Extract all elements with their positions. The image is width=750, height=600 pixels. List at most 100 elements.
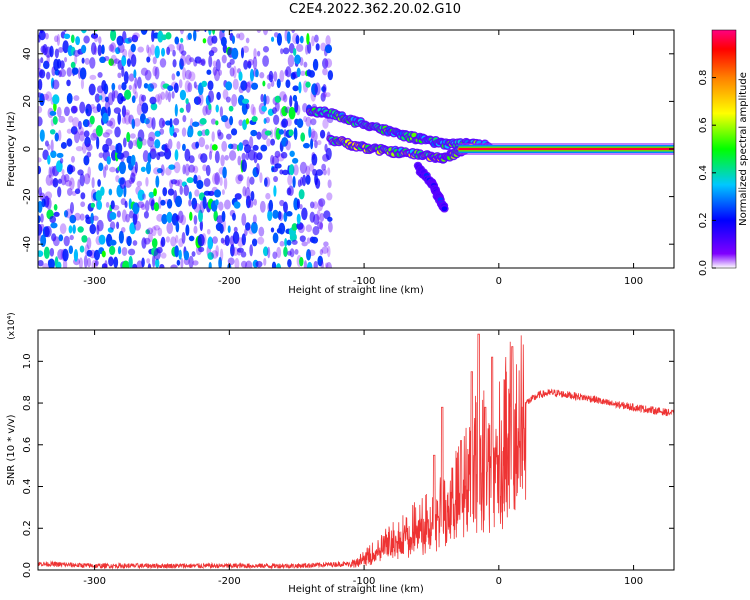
noise-blob (98, 36, 102, 45)
noise-blob (285, 140, 291, 151)
noise-blob (240, 260, 248, 268)
noise-blob (256, 162, 260, 175)
noise-blob (57, 129, 62, 142)
noise-blob (292, 94, 298, 102)
noise-blob (327, 245, 331, 258)
noise-blob (83, 35, 90, 44)
noise-blob (268, 70, 274, 83)
noise-blob (188, 199, 192, 207)
noise-blob (57, 47, 64, 53)
noise-blob (147, 136, 155, 148)
noise-blob (219, 223, 224, 234)
noise-blob (274, 163, 282, 169)
noise-blob (78, 21, 83, 28)
noise-blob (44, 32, 49, 40)
noise-blob (149, 96, 157, 105)
y-tick-label: 0.8 (22, 395, 33, 411)
noise-blob (308, 126, 312, 138)
noise-blob (208, 150, 213, 161)
noise-blob (327, 167, 331, 176)
noise-blob (251, 238, 258, 247)
noise-blob (124, 37, 132, 44)
noise-blob (325, 262, 333, 268)
noise-blob (230, 128, 238, 136)
noise-blob (305, 165, 311, 177)
noise-blob (282, 169, 289, 176)
noise-blob (162, 187, 168, 197)
noise-blob (321, 163, 327, 171)
noise-blob (293, 47, 297, 56)
noise-blob (60, 141, 67, 149)
spectrogram-marks (38, 19, 674, 268)
noise-blob (46, 21, 51, 30)
noise-blob (207, 190, 215, 197)
noise-blob (62, 40, 69, 54)
noise-blob (89, 115, 95, 125)
snr-marks (38, 333, 674, 570)
noise-blob (68, 165, 76, 173)
noise-blob (242, 45, 249, 53)
noise-blob (193, 203, 201, 213)
noise-blob (156, 30, 160, 31)
colorbar-ticks: 0.0 0.2 0.4 0.6 0.8 (698, 70, 716, 276)
noise-blob (212, 236, 218, 244)
noise-blob (207, 236, 214, 250)
noise-blob (184, 163, 190, 176)
noise-blob (241, 152, 246, 162)
noise-blob (59, 157, 64, 164)
noise-blob (126, 235, 132, 247)
noise-blob (195, 141, 200, 149)
noise-blob (324, 58, 333, 68)
noise-blob (173, 128, 180, 134)
noise-blob (144, 200, 150, 212)
noise-blob (108, 44, 115, 52)
spectrogram-ylabel: Frequency (Hz) (6, 111, 17, 187)
noise-blob (49, 215, 57, 224)
noise-blob (116, 35, 124, 46)
noise-blob (160, 236, 166, 247)
noise-blob (184, 80, 191, 93)
noise-blob (38, 165, 42, 175)
noise-blob (105, 201, 110, 208)
colorbar-gradient (712, 30, 736, 268)
noise-blob (146, 258, 151, 264)
noise-blob (56, 261, 62, 268)
noise-blob (112, 204, 120, 211)
noise-blob (199, 19, 205, 29)
noise-blob (211, 144, 218, 151)
noise-blob (170, 179, 178, 185)
noise-blob (202, 38, 207, 44)
noise-blob (175, 221, 180, 233)
noise-blob (174, 103, 178, 117)
noise-blob (323, 210, 331, 220)
noise-blob (264, 176, 271, 188)
noise-blob (133, 118, 141, 127)
noise-blob (185, 98, 189, 105)
noise-blob (207, 80, 214, 91)
x-tick-label: 100 (624, 276, 643, 287)
noise-blob (278, 129, 284, 135)
noise-blob (93, 34, 99, 43)
noise-blob (274, 19, 277, 28)
noise-blob (303, 61, 308, 68)
noise-blob (132, 139, 137, 147)
noise-blob (249, 68, 255, 82)
noise-blob (134, 220, 142, 231)
noise-blob (297, 223, 305, 234)
noise-blob (267, 82, 271, 90)
noise-blob (301, 241, 308, 247)
noise-blob (110, 42, 117, 53)
noise-blob (134, 77, 138, 89)
noise-blob (146, 56, 151, 63)
x-tick-label: -300 (83, 576, 106, 587)
noise-blob (262, 46, 270, 53)
noise-blob (171, 20, 176, 29)
noise-blob (286, 239, 292, 246)
noise-blob (70, 126, 78, 135)
noise-blob (110, 200, 115, 210)
noise-blob (200, 153, 208, 164)
x-tick-label: -200 (218, 576, 241, 587)
noise-blob (179, 89, 187, 101)
noise-blob (128, 73, 135, 82)
